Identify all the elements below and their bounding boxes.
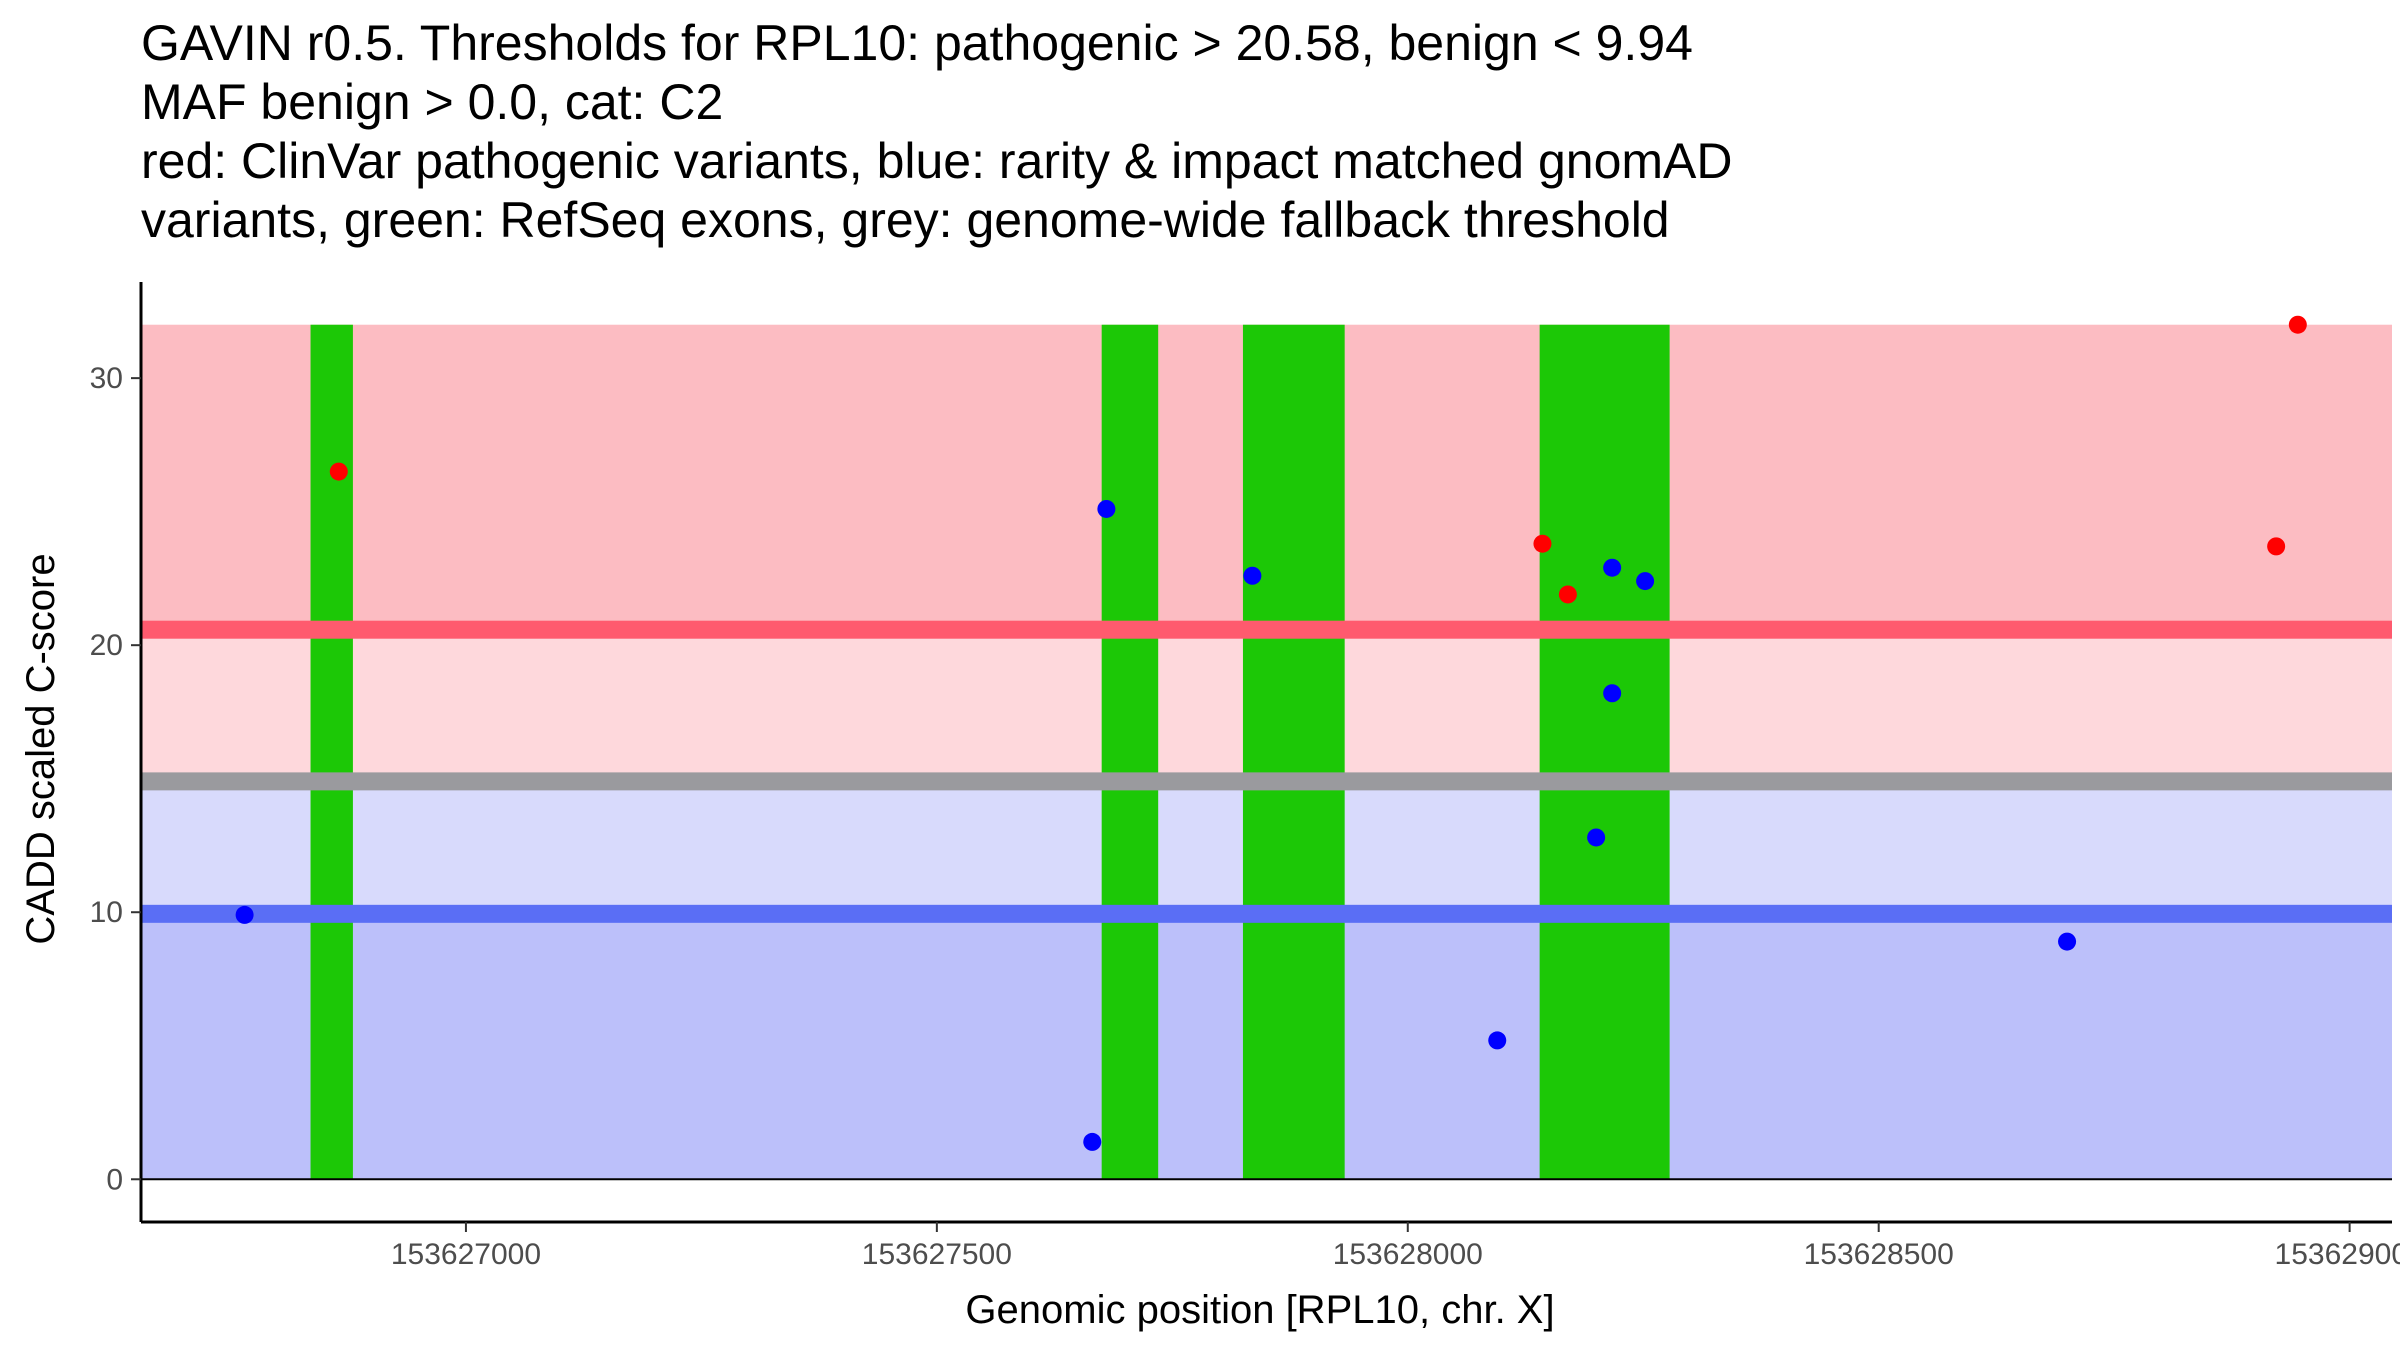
gnomad-variant-point <box>1603 684 1622 703</box>
exon-bar-4 <box>1539 324 1670 1180</box>
axes: 0 10 20 30 153627000 153627500 153628000 153628… <box>90 282 2400 1271</box>
x-tick-label: 153629000 <box>2275 1238 2400 1271</box>
clinvar-pathogenic-point <box>329 462 348 481</box>
fallback-threshold-line <box>141 772 2392 791</box>
title-line-2: MAF benign > 0.0, cat: C2 <box>141 74 723 130</box>
x-tick-label: 153628500 <box>1804 1238 1954 1271</box>
title-line-1: GAVIN r0.5. Thresholds for RPL10: pathog… <box>141 15 1693 71</box>
gnomad-variant-point <box>2058 932 2077 951</box>
gnomad-variant-point <box>1587 828 1606 847</box>
clinvar-pathogenic-point <box>2288 315 2307 334</box>
y-tick-label: 10 <box>90 896 123 929</box>
gnomad-variant-point <box>1097 499 1116 518</box>
y-tick-label: 30 <box>90 362 123 395</box>
clinvar-pathogenic-point <box>1533 534 1552 553</box>
title-line-4: variants, green: RefSeq exons, grey: gen… <box>141 192 1670 248</box>
x-axis-title: Genomic position [RPL10, chr. X] <box>965 1288 1554 1332</box>
x-tick-label: 153628000 <box>1333 1238 1483 1271</box>
clinvar-pathogenic-point <box>2267 537 2286 556</box>
clinvar-pathogenic-point <box>1558 585 1577 604</box>
exon-bar-1 <box>310 324 353 1180</box>
y-tick-label: 0 <box>106 1163 123 1196</box>
gnomad-variant-point <box>235 905 254 924</box>
exon-bar-2 <box>1101 324 1159 1180</box>
gnomad-variant-point <box>1636 572 1655 591</box>
data-points <box>235 315 2307 1151</box>
title-line-3: red: ClinVar pathogenic variants, blue: … <box>141 133 1732 189</box>
gnomad-variant-point <box>1603 558 1622 577</box>
chart-title: GAVIN r0.5. Thresholds for RPL10: pathog… <box>141 15 1732 248</box>
threshold-lines <box>141 620 2392 1181</box>
benign-threshold-line <box>141 904 2392 923</box>
x-tick-label: 153627500 <box>862 1238 1012 1271</box>
exon-bars <box>310 324 1670 1180</box>
gnomad-variant-point <box>1083 1132 1102 1151</box>
exon-bar-3 <box>1242 324 1345 1180</box>
gnomad-variant-point <box>1488 1031 1507 1050</box>
pathogenic-threshold-line <box>141 620 2392 639</box>
x-tick-label: 153627000 <box>391 1238 541 1271</box>
gnomad-variant-point <box>1243 566 1262 585</box>
y-tick-label: 20 <box>90 629 123 662</box>
y-axis-title: CADD scaled C-score <box>19 553 63 944</box>
